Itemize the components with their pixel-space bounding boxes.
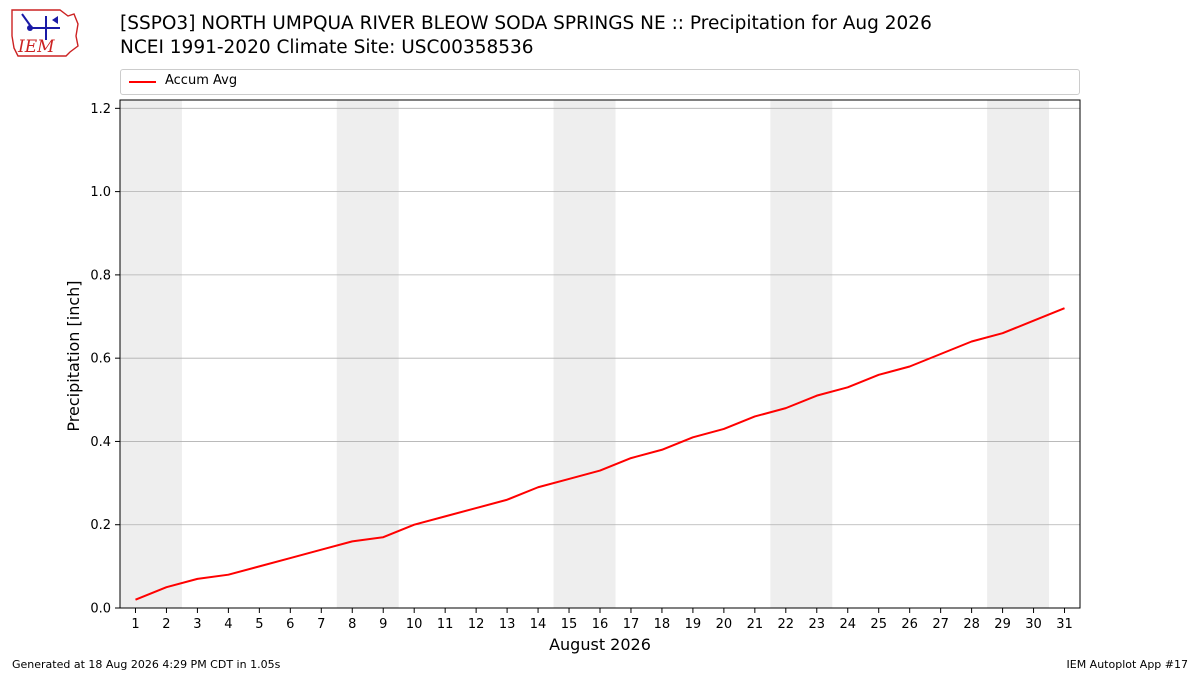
y-tick-label-6: 1.2 bbox=[90, 102, 111, 117]
x-tick-label-15: 15 bbox=[561, 617, 578, 632]
x-tick-label-27: 27 bbox=[932, 617, 949, 632]
x-tick-label-17: 17 bbox=[623, 617, 640, 632]
plot-frame bbox=[119, 99, 1081, 609]
legend-line-swatch bbox=[129, 81, 156, 83]
x-tick-label-16: 16 bbox=[592, 617, 609, 632]
footer-app-label: IEM Autoplot App #17 bbox=[1066, 658, 1189, 671]
x-axis-label: August 2026 bbox=[549, 635, 651, 654]
weekend-band-1 bbox=[120, 100, 182, 608]
x-tick-label-12: 12 bbox=[468, 617, 485, 632]
x-tick-label-29: 29 bbox=[994, 617, 1011, 632]
x-tick-label-5: 5 bbox=[255, 617, 263, 632]
y-tick-label-5: 1.0 bbox=[90, 185, 111, 200]
x-tick-label-28: 28 bbox=[963, 617, 980, 632]
x-tick-label-30: 30 bbox=[1025, 617, 1042, 632]
x-tick-label-1: 1 bbox=[131, 617, 139, 632]
x-tick-label-23: 23 bbox=[809, 617, 826, 632]
x-tick-label-25: 25 bbox=[870, 617, 887, 632]
chart-title-line-1: [SSPO3] NORTH UMPQUA RIVER BLEOW SODA SP… bbox=[120, 13, 932, 34]
x-tick-label-13: 13 bbox=[499, 617, 516, 632]
x-tick-label-2: 2 bbox=[162, 617, 170, 632]
x-tick-label-21: 21 bbox=[747, 617, 764, 632]
x-tick-label-3: 3 bbox=[193, 617, 201, 632]
y-axis-label: Precipitation [inch] bbox=[64, 280, 83, 431]
x-tick-label-20: 20 bbox=[716, 617, 733, 632]
x-tick-label-24: 24 bbox=[839, 617, 856, 632]
x-tick-label-14: 14 bbox=[530, 617, 547, 632]
weekend-band-5 bbox=[987, 100, 1050, 608]
x-tick-label-11: 11 bbox=[437, 617, 454, 632]
weekend-band-4 bbox=[770, 100, 833, 608]
x-tick-label-22: 22 bbox=[778, 617, 795, 632]
x-tick-label-19: 19 bbox=[685, 617, 702, 632]
x-tick-label-26: 26 bbox=[901, 617, 918, 632]
x-tick-label-4: 4 bbox=[224, 617, 232, 632]
y-tick-label-3: 0.6 bbox=[90, 352, 111, 367]
y-tick-label-2: 0.4 bbox=[90, 435, 111, 450]
y-tick-label-1: 0.2 bbox=[90, 518, 111, 533]
iem-logo: IEM bbox=[11, 9, 79, 57]
x-tick-label-9: 9 bbox=[379, 617, 387, 632]
weekend-band-3 bbox=[553, 100, 616, 608]
x-tick-label-18: 18 bbox=[654, 617, 671, 632]
x-tick-label-7: 7 bbox=[317, 617, 325, 632]
legend: Accum Avg bbox=[120, 69, 1080, 95]
y-tick-label-0: 0.0 bbox=[90, 602, 111, 617]
footer-generated-text: Generated at 18 Aug 2026 4:29 PM CDT in … bbox=[12, 658, 281, 671]
x-tick-label-31: 31 bbox=[1056, 617, 1073, 632]
weekend-band-2 bbox=[336, 100, 399, 608]
x-tick-label-6: 6 bbox=[286, 617, 294, 632]
svg-text:IEM: IEM bbox=[17, 37, 55, 57]
legend-label-accum-avg: Accum Avg bbox=[165, 73, 238, 88]
chart-title: [SSPO3] NORTH UMPQUA RIVER BLEOW SODA SP… bbox=[120, 12, 932, 60]
x-tick-label-8: 8 bbox=[348, 617, 356, 632]
chart-title-line-2: NCEI 1991-2020 Climate Site: USC00358536 bbox=[120, 37, 534, 58]
y-tick-label-4: 0.8 bbox=[90, 268, 111, 283]
x-tick-label-10: 10 bbox=[406, 617, 423, 632]
